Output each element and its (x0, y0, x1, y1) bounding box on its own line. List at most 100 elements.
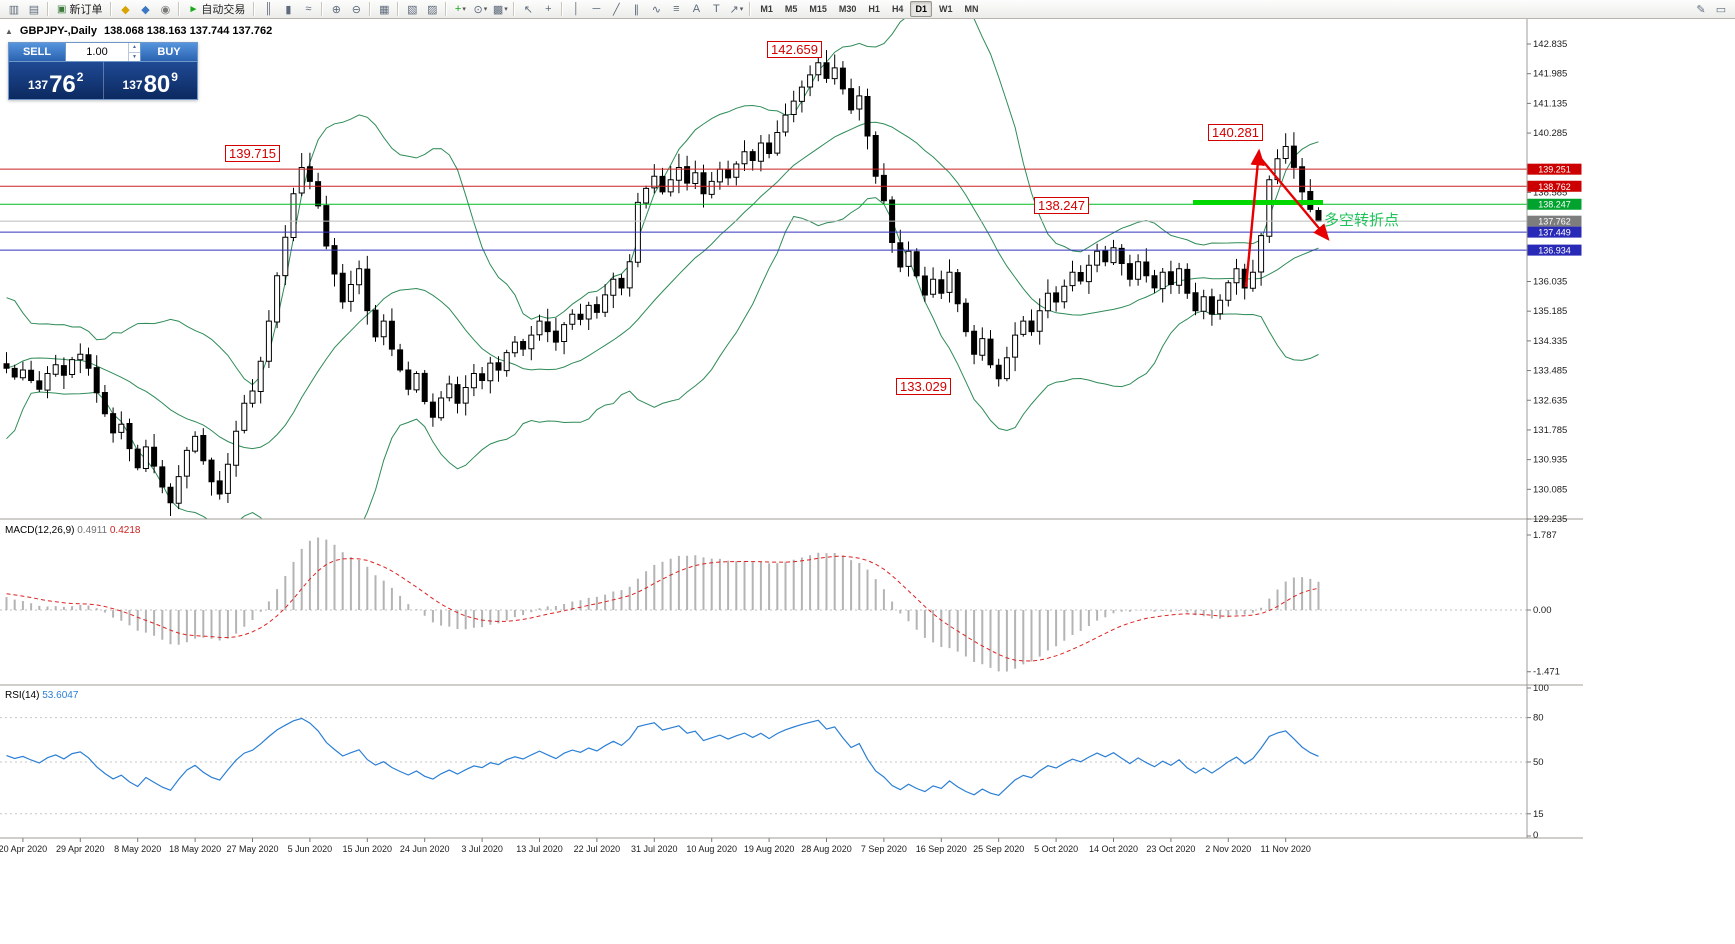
vertical-line-icon[interactable]: │ (566, 1, 586, 18)
price-callout[interactable]: 133.029 (896, 378, 951, 395)
volume-value[interactable]: 1.00 (86, 46, 108, 58)
timeframe-button-M15[interactable]: M15 (804, 1, 832, 17)
candlestick-chart-icon-glyph: ▮ (285, 3, 292, 16)
bollinger-bands (6, 19, 1319, 519)
line-chart-icon[interactable]: ≈ (298, 1, 318, 18)
collapse-panel-icon[interactable]: ▲ (5, 26, 13, 36)
spinner-down-icon[interactable]: ▼ (132, 53, 137, 60)
cursor-icon[interactable]: ↖ (518, 1, 538, 18)
turning-point-note[interactable]: 多空转折点 (1324, 212, 1400, 229)
community-icon-glyph: ◆ (141, 3, 150, 16)
add-indicator-icon[interactable]: + ▾ (450, 1, 470, 18)
metaeditor-icon[interactable]: ◆ (115, 1, 135, 18)
community-icon[interactable]: ◆ (135, 1, 155, 18)
edit-icon[interactable]: ✎ (1691, 1, 1711, 18)
info-icon-glyph: ◉ (160, 3, 171, 16)
ohlc-values: 138.068 138.163 137.744 137.762 (103, 25, 273, 37)
timeframe-button-M1[interactable]: M1 (755, 1, 778, 17)
bb-upper (6, 19, 1319, 386)
bb-lower (6, 197, 1319, 519)
auto-trading-button[interactable]: ► 自动交易 (183, 1, 250, 18)
arrows-icon[interactable]: ↗ ▾ (726, 1, 746, 18)
price-tag (1527, 226, 1582, 238)
toolbar-separator (513, 2, 516, 16)
timeframe-button-M5[interactable]: M5 (780, 1, 803, 17)
trend-arrow-2[interactable] (1256, 153, 1330, 241)
tile-windows-icon[interactable]: ▧ (402, 1, 422, 18)
spinner-up-icon[interactable]: ▲ (129, 43, 140, 53)
indicator-window-icon-glyph: ▦ (379, 3, 390, 16)
indicator-window-icon[interactable]: ▦ (374, 1, 394, 18)
info-icon[interactable]: ◉ (155, 1, 175, 18)
timeframe-button-H1[interactable]: H1 (863, 1, 885, 17)
price-axis-label: 135.185 (1533, 306, 1567, 317)
price-axis-label: 133.485 (1533, 366, 1567, 377)
rsi-axis-label: 50 (1533, 757, 1544, 768)
toolbar-separator (397, 2, 400, 16)
price-tag-label: 139.251 (1538, 165, 1571, 175)
macd-name: MACD(12,26,9) (5, 525, 75, 536)
zoom-out-icon[interactable]: ⊖ (346, 1, 366, 18)
date-axis-label: 27 May 2020 (226, 844, 278, 854)
volume-spinner[interactable]: ▲ ▼ (128, 43, 140, 61)
time-axis[interactable]: 20 Apr 2020 29 Apr 2020 8 May 2020 18 May 2… (0, 838, 1311, 854)
price-axis[interactable]: 142.835 141.985 141.135 140.285 138.585 136.0… (1527, 39, 1567, 841)
fibonacci-icon[interactable]: ≡ (666, 1, 686, 18)
price-callout[interactable]: 142.659 (767, 41, 822, 58)
profiles-icon-glyph: ▤ (28, 3, 40, 16)
price-axis-label: 141.985 (1533, 69, 1567, 80)
channel-icon-glyph: ∥ (633, 3, 640, 16)
macd-axis-label: 0.00 (1533, 605, 1552, 616)
date-axis-label: 20 Apr 2020 (0, 844, 47, 854)
sell-price[interactable]: 137 76 2 (9, 62, 103, 99)
new-order-button[interactable]: ▣ 新订单 (52, 1, 107, 18)
trade-prices: 137 76 2 137 80 9 (9, 62, 197, 99)
price-callout[interactable]: 139.715 (225, 145, 280, 162)
price-callout[interactable]: 140.281 (1208, 124, 1263, 141)
buy-button[interactable]: BUY (141, 43, 197, 61)
fibonacci-icon-glyph: ≡ (673, 3, 680, 15)
trendline-icon[interactable]: ╱ (606, 1, 626, 18)
volume-field[interactable]: 1.00 ▲ ▼ (65, 43, 141, 61)
price-axis-label: 140.285 (1533, 128, 1567, 139)
label-icon[interactable]: T (706, 1, 726, 18)
sell-button[interactable]: SELL (9, 43, 65, 61)
timeframe-button-MN[interactable]: MN (959, 1, 983, 17)
text-icon[interactable]: A (686, 1, 706, 18)
layout-icon[interactable]: ▭ (1711, 1, 1731, 18)
candlestick-chart-icon[interactable]: ▮ (278, 1, 298, 18)
rsi-value: 53.6047 (42, 690, 79, 701)
buy-price-point: 9 (171, 70, 178, 84)
price-callout[interactable]: 138.247 (1034, 197, 1089, 214)
bb-middle (6, 121, 1319, 450)
trend-arrow-1[interactable] (1244, 148, 1265, 288)
profiles-icon[interactable]: ▤ (24, 1, 44, 18)
bar-chart-icon[interactable]: ║ (258, 1, 278, 18)
price-axis-label: 130.935 (1533, 455, 1567, 466)
new-order-button-label: 新订单 (69, 4, 103, 16)
date-axis-label: 31 Jul 2020 (631, 844, 678, 854)
toolbar-separator (253, 2, 256, 16)
timeframe-button-W1[interactable]: W1 (934, 1, 958, 17)
buy-price-pips: 80 (143, 71, 171, 98)
price-tag (1527, 180, 1582, 192)
date-axis-label: 5 Oct 2020 (1034, 844, 1078, 854)
crosshair-icon[interactable]: + (538, 1, 558, 18)
timeframe-button-D1[interactable]: D1 (910, 1, 932, 17)
wave-icon[interactable]: ∿ (646, 1, 666, 18)
horizontal-line-icon[interactable]: ─ (586, 1, 606, 18)
label-icon-glyph: T (712, 3, 720, 15)
timeframe-button-M30[interactable]: M30 (834, 1, 862, 17)
zoom-in-icon[interactable]: ⊕ (326, 1, 346, 18)
turning-point-level[interactable] (1193, 200, 1323, 205)
template-icon[interactable]: ▩ ▾ (490, 1, 510, 18)
periods-icon[interactable]: ⊙ ▾ (470, 1, 490, 18)
cascade-windows-icon[interactable]: ▨ (422, 1, 442, 18)
trade-controls-row: SELL 1.00 ▲ ▼ BUY (9, 43, 197, 62)
date-axis-label: 2 Nov 2020 (1205, 844, 1251, 854)
timeframe-button-H4[interactable]: H4 (887, 1, 909, 17)
chart-canvas[interactable]: 142.835 141.985 141.135 140.285 138.585 136.0… (0, 19, 1735, 944)
channel-icon[interactable]: ∥ (626, 1, 646, 18)
new-chart-icon[interactable]: ▥ (4, 1, 24, 18)
buy-price[interactable]: 137 80 9 (102, 62, 198, 99)
